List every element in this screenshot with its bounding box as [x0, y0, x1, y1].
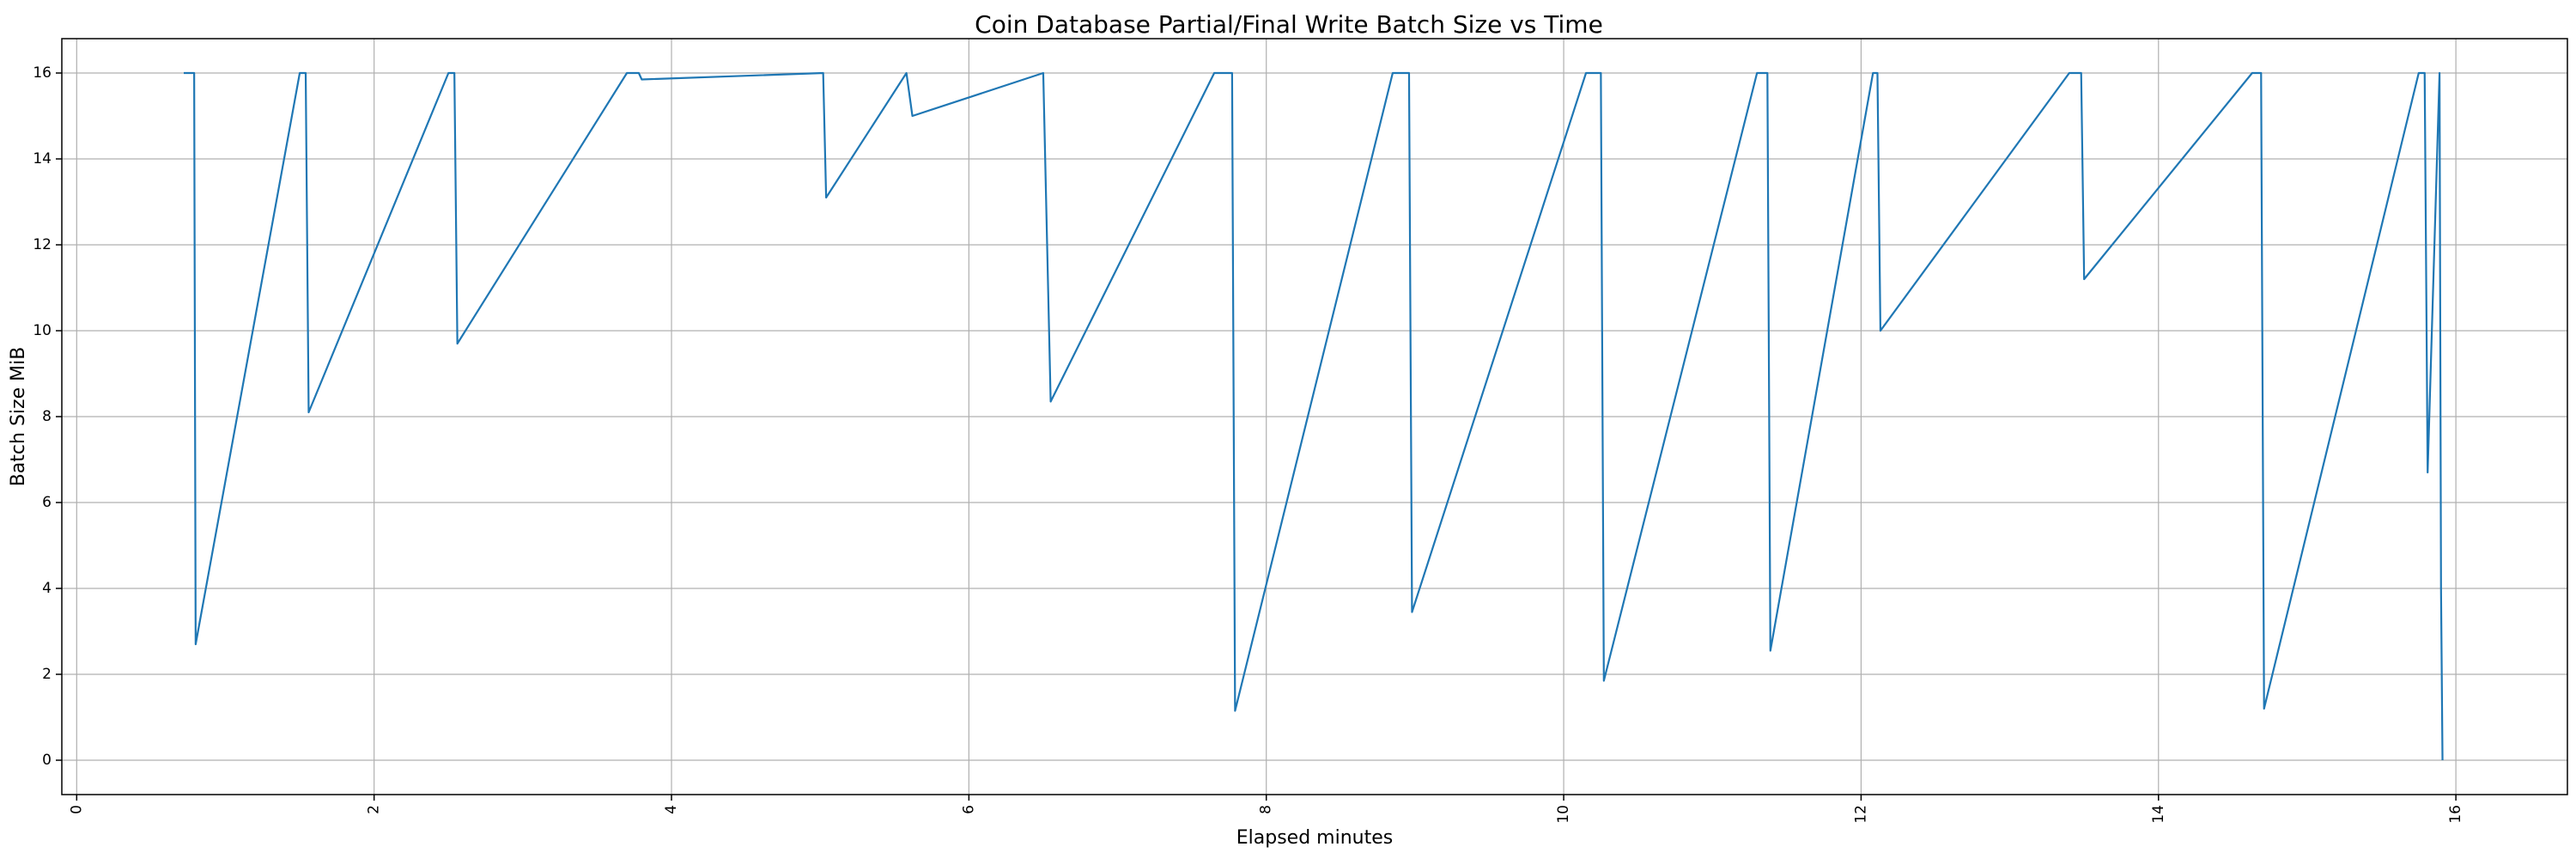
y-tick-label: 0 — [42, 752, 52, 769]
y-tick-label: 14 — [33, 150, 52, 168]
y-tick-label: 4 — [42, 580, 52, 597]
chart-title: Coin Database Partial/Final Write Batch … — [975, 10, 1603, 39]
x-tick-label: 8 — [1258, 805, 1275, 814]
y-axis-label: Batch Size MiB — [8, 347, 29, 487]
y-tick-label: 10 — [33, 322, 52, 339]
x-tick-label: 0 — [68, 805, 85, 814]
series-layer — [184, 71, 2444, 761]
y-tick-label: 8 — [42, 408, 52, 425]
x-axis-label: Elapsed minutes — [1236, 827, 1393, 849]
x-tick-label: 6 — [960, 805, 977, 814]
x-tick-label: 12 — [1852, 805, 1869, 824]
x-tick-label: 16 — [2447, 805, 2464, 824]
x-tick-label: 14 — [2150, 805, 2167, 824]
y-axis-ticks: 0 2 4 6 8 10 12 14 16 — [33, 64, 62, 769]
x-tick-label: 2 — [366, 805, 383, 814]
y-tick-label: 2 — [42, 666, 52, 683]
y-tick-label: 12 — [33, 236, 52, 253]
series-line — [184, 71, 2444, 761]
grid — [62, 39, 2567, 795]
x-axis-ticks: 0 2 4 6 8 10 12 14 16 — [68, 795, 2464, 824]
y-tick-label: 16 — [33, 64, 52, 82]
y-tick-label: 6 — [42, 494, 52, 511]
x-tick-label: 10 — [1555, 805, 1572, 824]
x-tick-label: 4 — [663, 805, 680, 814]
